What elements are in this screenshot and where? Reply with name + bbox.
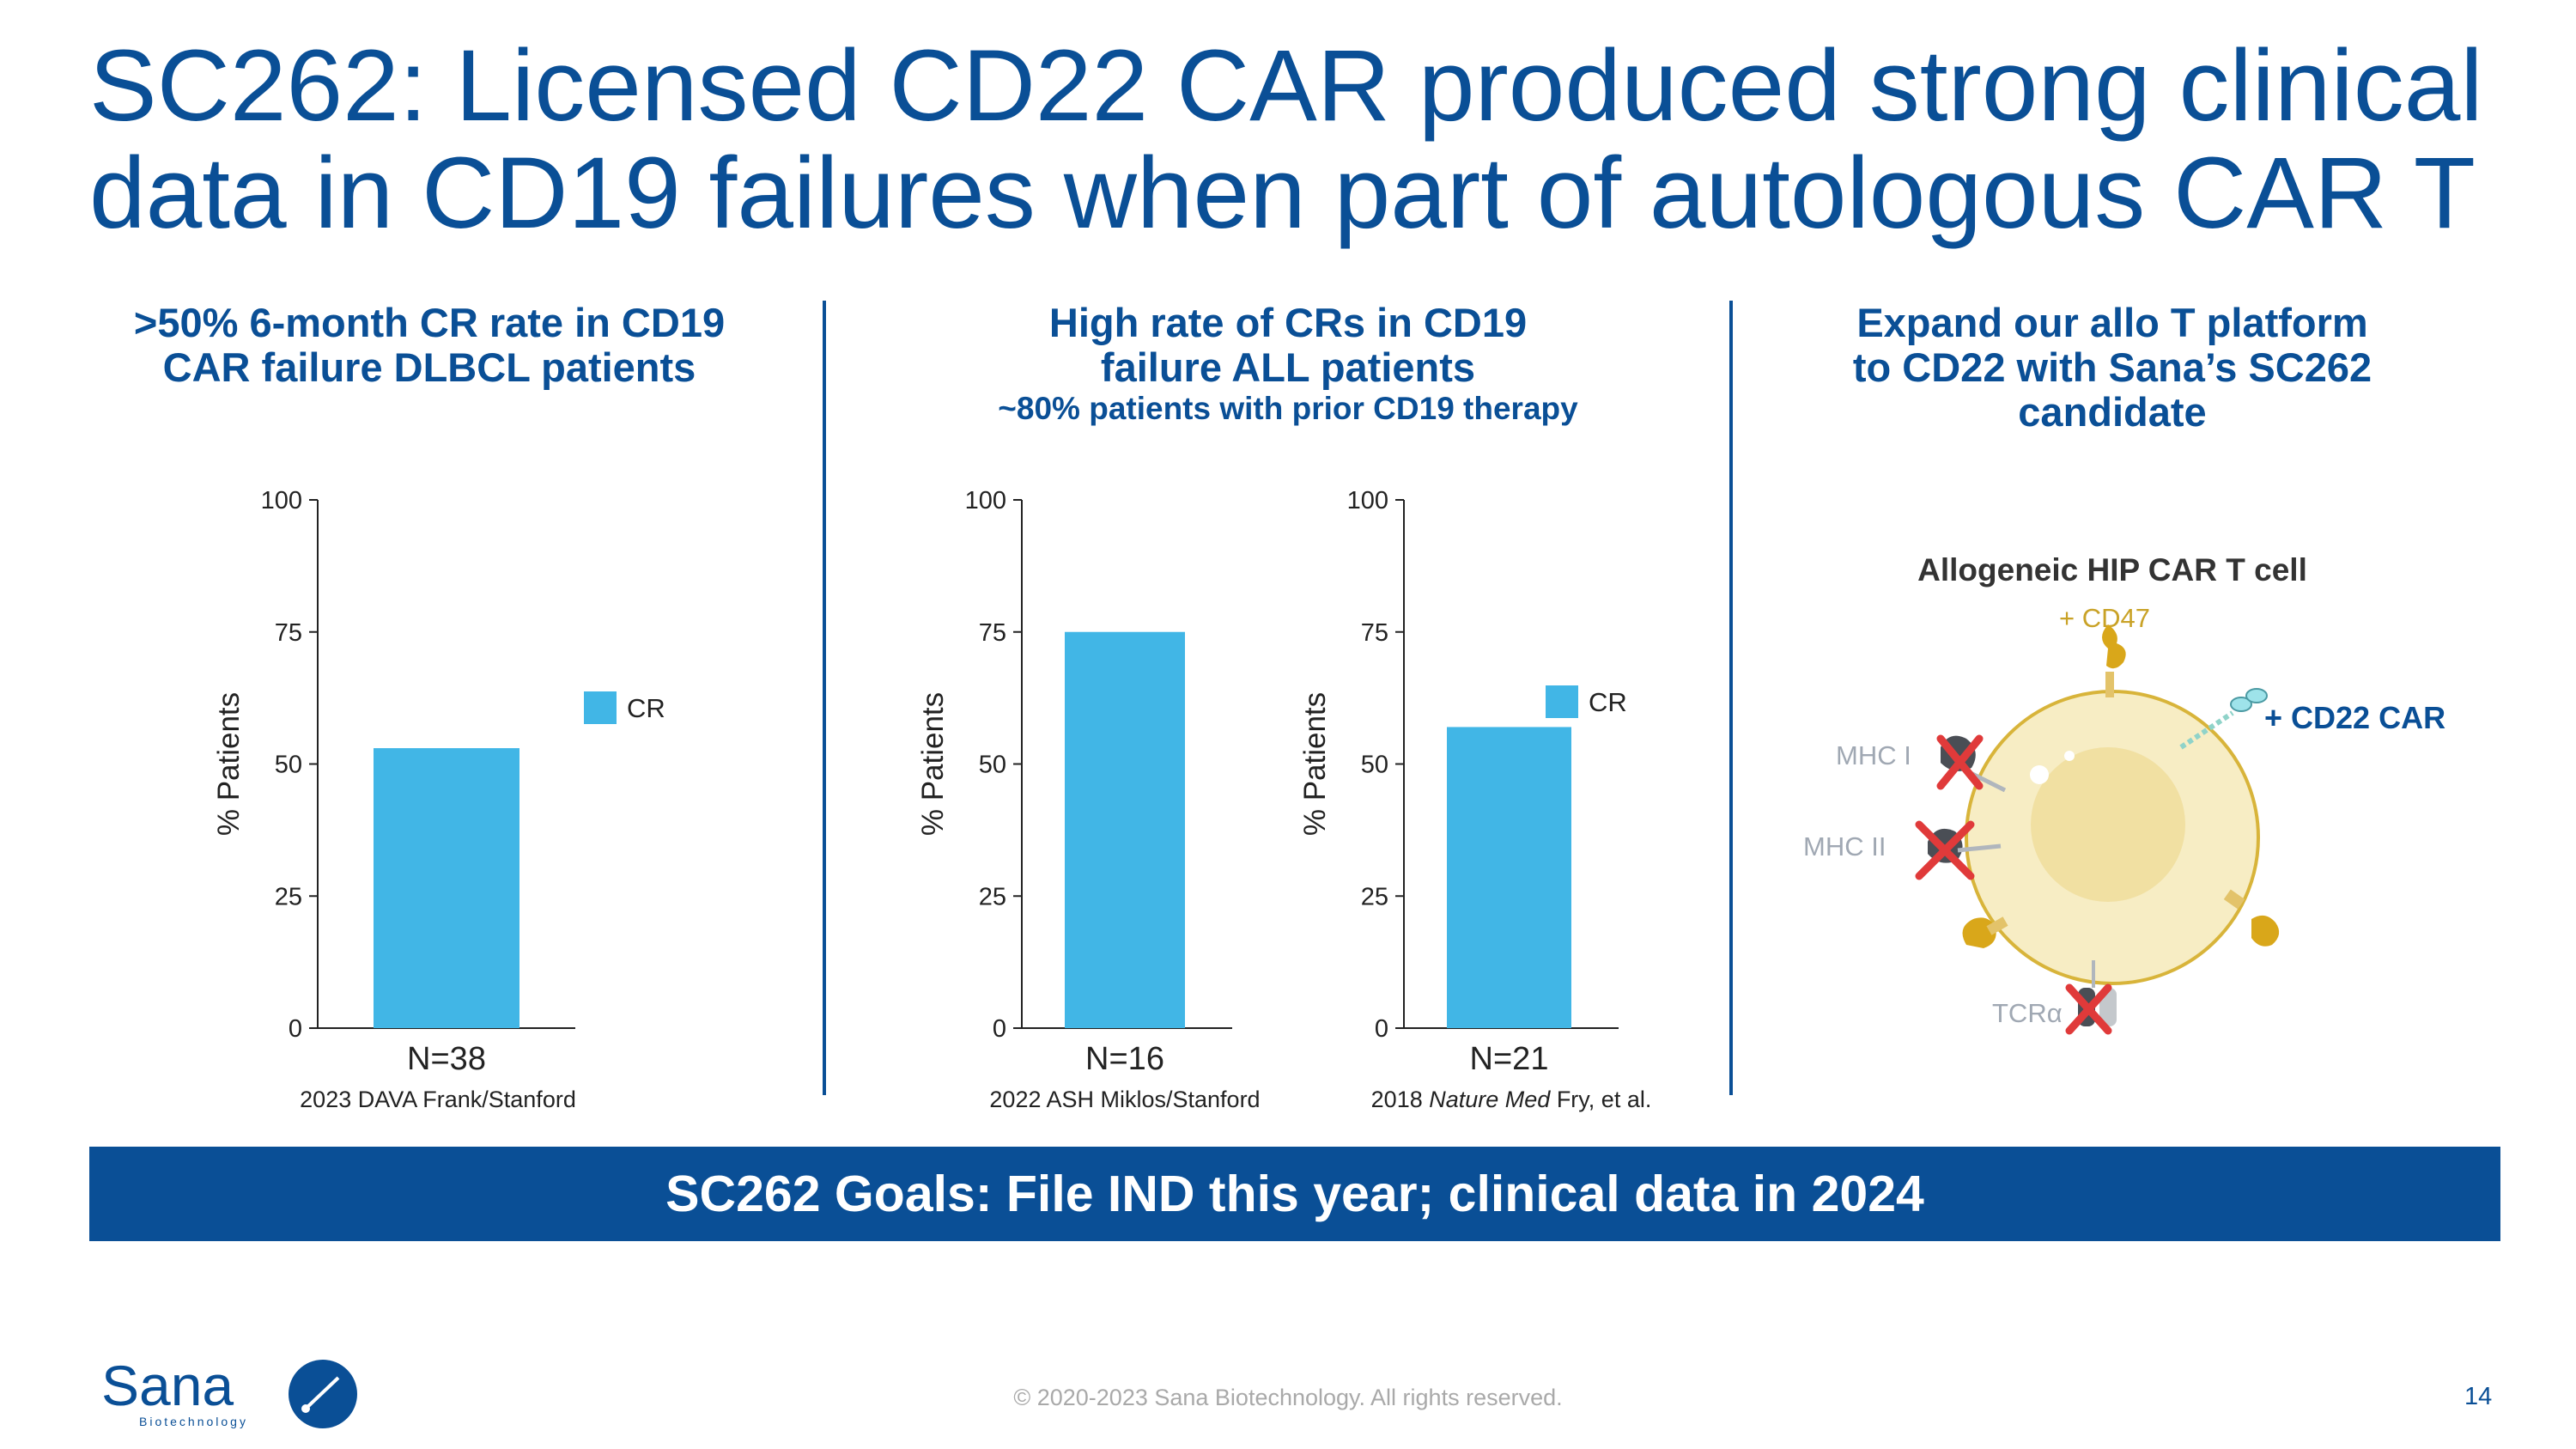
cd47-molecule-left (1962, 917, 1996, 948)
y-tick-label: 25 (275, 883, 302, 910)
y-tick-label: 100 (965, 487, 1006, 514)
y-tick-label: 75 (1361, 619, 1388, 647)
tcr-label: TCRα (1992, 998, 2063, 1028)
chart-all-ash: 0 25 50 75 100 % Patients N=16 (916, 487, 1232, 1077)
y-tick-label: 0 (993, 1015, 1006, 1043)
y-tick-label: 25 (979, 883, 1006, 910)
middle-panel-heading: High rate of CRs in CD19 failure ALL pat… (859, 301, 1717, 428)
left-panel-heading: >50% 6-month CR rate in CD19 CAR failure… (103, 301, 756, 390)
chart-2-source: 2022 ASH Miklos/Stanford (989, 1087, 1261, 1112)
chart-1-plot: 0 25 50 75 100 % Patients N=38 CR (212, 487, 665, 1077)
cell-nucleus (2031, 747, 2185, 902)
y-axis-label: % Patients (212, 692, 246, 836)
mhc1-label: MHC I (1836, 740, 1911, 770)
y-tick-label: 0 (1375, 1015, 1388, 1043)
category-label: N=16 (1085, 1041, 1164, 1077)
chart-dlbcl: 0 25 50 75 100 % Patients N=38 CR (212, 487, 665, 1077)
left-heading-text: >50% 6-month CR rate in CD19 CAR failure… (133, 300, 726, 390)
bar (1065, 631, 1185, 1028)
logo-wordmark: Sana (101, 1355, 234, 1417)
page-title: SC262: Licensed CD22 CAR produced strong… (89, 29, 2483, 250)
chart-3-source-prefix: 2018 (1370, 1087, 1430, 1112)
bar (1447, 727, 1571, 1028)
logo-tagline: Biotechnology (139, 1415, 248, 1428)
y-tick-label: 50 (979, 752, 1006, 779)
diagram-title: Allogeneic HIP CAR T cell (1917, 552, 2307, 588)
sana-logo: Sana Biotechnology (101, 1355, 357, 1428)
divider-left (823, 301, 826, 1095)
chart-3-source-journal: Nature Med (1429, 1087, 1551, 1112)
mhc1-red-x-icon (1936, 734, 1984, 790)
category-label: N=38 (407, 1041, 486, 1077)
middle-heading-text: High rate of CRs in CD19 failure ALL pat… (1048, 300, 1528, 390)
category-label: N=21 (1470, 1041, 1549, 1077)
legend-swatch (584, 691, 617, 724)
goals-banner: SC262 Goals: File IND this year; clinica… (89, 1147, 2500, 1241)
legend-swatch (1546, 685, 1578, 718)
cd22-car-molecule (2179, 688, 2268, 750)
tcr-red-x-icon (2065, 983, 2112, 1035)
mhc2-red-x-icon (1915, 820, 1975, 880)
cell-vesicle (2030, 765, 2049, 784)
right-heading-text: Expand our allo T platform to CD22 with … (1852, 300, 2372, 435)
chart-3-source-suffix: Fry, et al. (1550, 1087, 1652, 1112)
y-tick-label: 75 (979, 619, 1006, 647)
y-tick-label: 50 (275, 752, 302, 779)
cd47-label: + CD47 (2059, 603, 2150, 633)
hip-car-t-cell-diagram (1915, 624, 2280, 1035)
y-tick-label: 75 (275, 619, 302, 647)
chart-all-fry: 0 25 50 75 100 % Patients N=21 CR (1298, 487, 1627, 1077)
y-tick-label: 0 (289, 1015, 302, 1043)
chart-1-source: 2023 DAVA Frank/Stanford (300, 1087, 576, 1112)
divider-right (1729, 301, 1733, 1095)
cell-vesicle-small (2064, 751, 2075, 761)
chart-2-plot: 0 25 50 75 100 % Patients N=16 (916, 487, 1232, 1077)
mhc2-label: MHC II (1803, 831, 1886, 861)
legend-label: CR (627, 693, 665, 723)
right-panel-heading: Expand our allo T platform to CD22 with … (1846, 301, 2379, 435)
chart-3-source: 2018 Nature Med Fry, et al. (1322, 1087, 1700, 1113)
bar (374, 748, 519, 1028)
y-tick-label: 100 (261, 487, 302, 514)
y-tick-label: 25 (1361, 883, 1388, 910)
cd47-molecule-right (2251, 915, 2280, 947)
copyright-text: © 2020-2023 Sana Biotechnology. All righ… (1013, 1385, 1563, 1410)
y-tick-label: 100 (1347, 487, 1388, 514)
cd22-label: + CD22 CAR (2264, 700, 2446, 735)
legend-label: CR (1589, 687, 1627, 717)
page-number: 14 (2464, 1383, 2493, 1410)
middle-subheading: ~80% patients with prior CD19 therapy (998, 391, 1578, 426)
y-tick-label: 50 (1361, 752, 1388, 779)
y-axis-label: % Patients (1298, 692, 1332, 836)
chart-3-plot: 0 25 50 75 100 % Patients N=21 CR (1298, 487, 1627, 1077)
cd47-molecule-top (2102, 624, 2126, 669)
y-axis-label: % Patients (916, 692, 950, 836)
